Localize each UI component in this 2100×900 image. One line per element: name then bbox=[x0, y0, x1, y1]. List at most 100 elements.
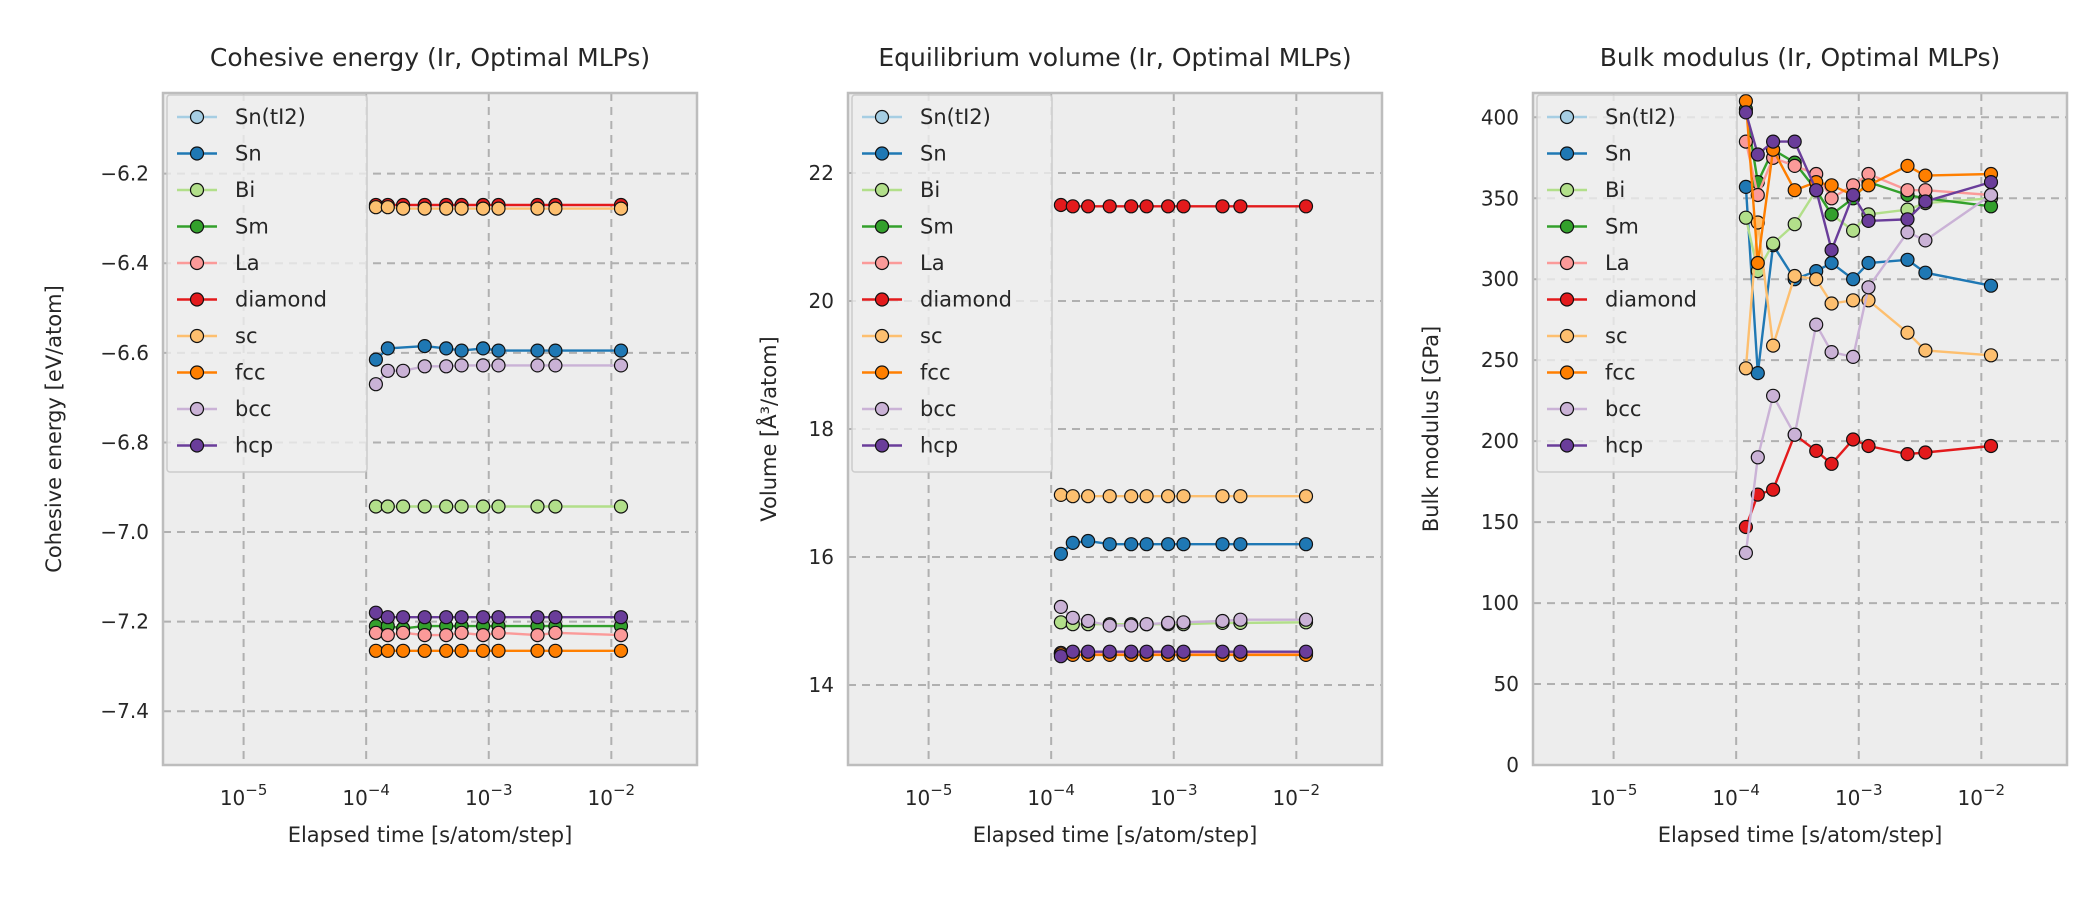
y-tick-label: 50 bbox=[1494, 672, 1519, 696]
data-point bbox=[1861, 280, 1876, 295]
data-point bbox=[1824, 178, 1839, 193]
data-point bbox=[1845, 293, 1861, 308]
data-point bbox=[1861, 213, 1876, 228]
data-point bbox=[613, 627, 629, 643]
legend-marker bbox=[1559, 438, 1575, 453]
data-point bbox=[530, 627, 545, 643]
data-point bbox=[1124, 489, 1139, 504]
data-point bbox=[1176, 615, 1191, 630]
data-point bbox=[1176, 199, 1191, 214]
data-point bbox=[1160, 615, 1176, 631]
legend-marker bbox=[189, 109, 205, 125]
data-point bbox=[417, 643, 432, 658]
data-point bbox=[1861, 255, 1876, 271]
data-point bbox=[1787, 427, 1802, 442]
data-point bbox=[476, 201, 491, 216]
x-tick-label: 10−5 bbox=[905, 781, 953, 810]
data-point bbox=[613, 643, 629, 658]
legend-marker bbox=[1559, 401, 1575, 417]
data-point bbox=[491, 610, 506, 625]
chart-panel-3: 0 50 100 150 200 250 300 350 400 10−5 10−4 10−3 10−2… bbox=[1419, 43, 2069, 847]
data-point bbox=[1787, 134, 1802, 149]
data-point bbox=[1900, 252, 1915, 267]
data-point bbox=[1102, 489, 1117, 504]
data-point bbox=[1900, 212, 1915, 227]
legend-label: Sn bbox=[235, 142, 262, 166]
legend-label: Sn(tI2) bbox=[1605, 105, 1676, 129]
legend-label: diamond bbox=[235, 288, 327, 312]
legend-label: bcc bbox=[1605, 397, 1641, 421]
legend-marker bbox=[1559, 328, 1575, 344]
data-point bbox=[1053, 487, 1069, 502]
data-point bbox=[1824, 255, 1839, 271]
data-point bbox=[1824, 456, 1839, 471]
data-point bbox=[613, 343, 629, 358]
legend-label: diamond bbox=[920, 288, 1012, 312]
data-point bbox=[1900, 225, 1915, 240]
y-tick-label: 250 bbox=[1481, 348, 1519, 372]
data-point bbox=[368, 377, 383, 392]
legend-marker bbox=[1559, 219, 1575, 234]
legend-marker bbox=[874, 328, 890, 344]
legend-marker bbox=[874, 255, 890, 271]
data-point bbox=[1787, 158, 1802, 173]
data-point bbox=[1176, 644, 1191, 659]
data-point bbox=[491, 201, 506, 216]
data-point bbox=[417, 359, 432, 374]
series-line-Sn bbox=[375, 344, 621, 361]
data-point bbox=[1809, 443, 1824, 458]
data-point bbox=[1738, 105, 1754, 120]
data-point bbox=[396, 363, 411, 378]
data-point bbox=[1750, 366, 1765, 381]
y-tick-label: 0 bbox=[1506, 753, 1519, 777]
data-point bbox=[1065, 535, 1080, 551]
data-point bbox=[1983, 278, 1999, 293]
legend-marker bbox=[874, 438, 890, 453]
data-point bbox=[1845, 349, 1861, 364]
legend-label: Bi bbox=[920, 178, 940, 202]
data-point bbox=[530, 358, 545, 373]
legend-marker bbox=[874, 219, 890, 234]
data-point bbox=[1139, 489, 1154, 504]
data-point bbox=[1080, 489, 1096, 504]
plot-frame bbox=[846, 91, 1384, 767]
y-tick-label: 350 bbox=[1481, 186, 1519, 210]
data-point bbox=[380, 610, 395, 625]
data-point bbox=[530, 610, 545, 625]
legend-label: La bbox=[235, 251, 260, 275]
data-point bbox=[454, 643, 469, 658]
y-tick-label: −6.8 bbox=[100, 430, 149, 454]
data-point bbox=[1845, 223, 1861, 238]
data-point bbox=[1918, 233, 1933, 248]
legend-marker bbox=[189, 328, 205, 344]
data-point bbox=[1160, 489, 1176, 504]
data-point bbox=[1900, 183, 1915, 198]
data-point bbox=[417, 499, 432, 514]
legend-label: bcc bbox=[920, 397, 956, 421]
data-point bbox=[613, 610, 629, 625]
legend-label: hcp bbox=[920, 434, 958, 458]
y-tick-label: −6.4 bbox=[100, 251, 149, 275]
data-point bbox=[530, 343, 545, 358]
x-tick-label: 10−5 bbox=[1590, 781, 1638, 810]
data-point bbox=[1176, 537, 1191, 552]
legend-label: Sn(tI2) bbox=[920, 105, 991, 129]
legend-marker bbox=[189, 146, 205, 161]
data-point bbox=[368, 200, 383, 215]
data-point bbox=[454, 610, 469, 625]
data-point bbox=[1065, 610, 1080, 625]
data-point bbox=[1233, 489, 1248, 504]
data-point bbox=[1765, 338, 1781, 353]
data-point bbox=[1065, 644, 1080, 659]
data-point bbox=[1160, 537, 1176, 552]
y-tick-label: 100 bbox=[1481, 591, 1519, 615]
legend-marker bbox=[1559, 109, 1575, 125]
data-point bbox=[1738, 134, 1754, 149]
data-point bbox=[1845, 272, 1861, 287]
data-point bbox=[476, 499, 491, 514]
legend-label: sc bbox=[920, 324, 943, 348]
legend-label: fcc bbox=[1605, 361, 1636, 385]
data-point bbox=[396, 625, 411, 640]
legend-marker bbox=[874, 109, 890, 125]
chart-title: Bulk modulus (Ir, Optimal MLPs) bbox=[1600, 43, 2001, 72]
